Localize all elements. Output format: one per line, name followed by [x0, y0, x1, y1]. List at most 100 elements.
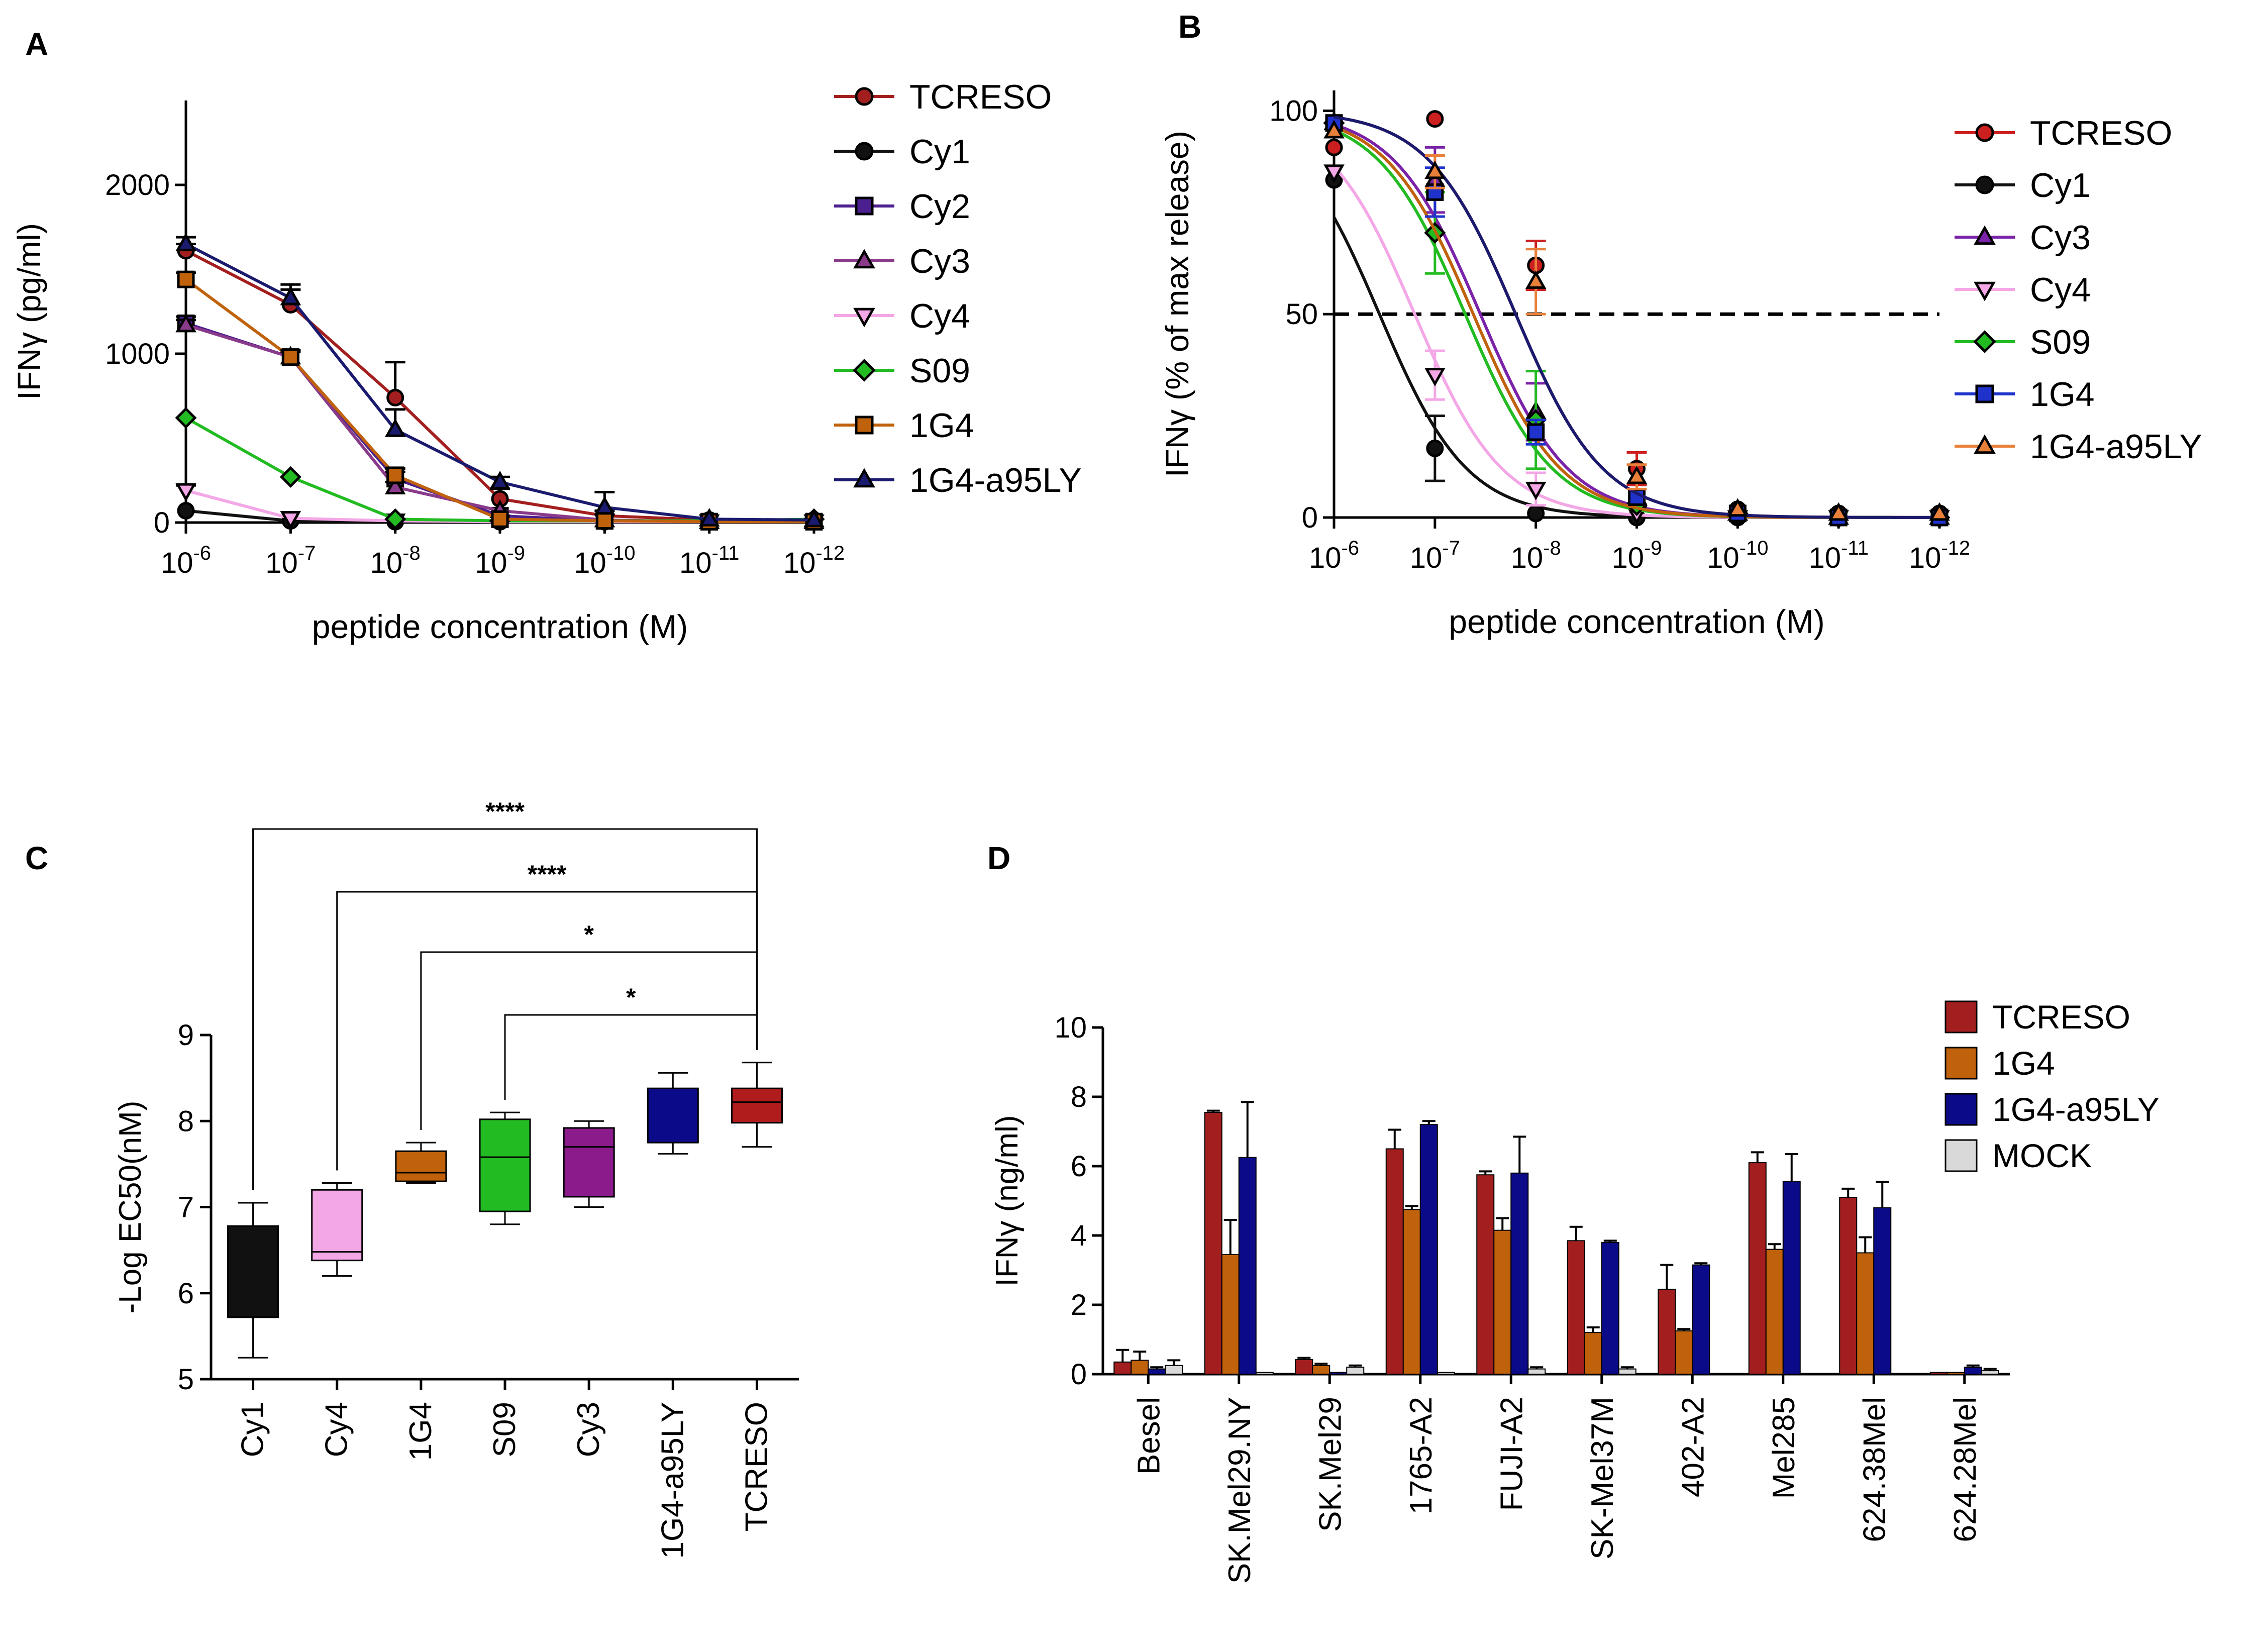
panel-d-legend-label-mock: MOCK: [1992, 1137, 2092, 1174]
panel-c-significance-label: *: [626, 983, 636, 1011]
panel-a-line-chart: 0 1000 2000 10-6 10-7 10-8 10-9 10-10 10-11 10-12…: [11, 78, 1082, 645]
panel-c-x-tick-label: S09: [487, 1402, 522, 1457]
panel-a-point-1g4-a95ly: [594, 496, 616, 515]
panel-d-bar-mock: [1437, 1372, 1455, 1375]
panel-c-box-cy4: [311, 1189, 363, 1262]
panel-a-x-tick-label: 10-9: [475, 542, 525, 579]
panel-d-x-tick-label: 624.28Mel: [1948, 1397, 1983, 1542]
panel-d-legend-label-tcreso: TCRESO: [1992, 998, 2130, 1036]
panel-c-box-cy3: [563, 1127, 615, 1198]
panel-d-bar-tcreso: [1113, 1361, 1132, 1375]
panel-c-x-tick-label: 1G4-a95LY: [655, 1402, 690, 1559]
panel-b-x-tick-label: 10-10: [1707, 537, 1768, 574]
panel-a-point-1g4: [491, 510, 509, 528]
panel-a-legend-marker-1g4: [855, 416, 874, 435]
panel-a-legend-label-cy4: Cy4: [909, 297, 970, 335]
panel-c-box-plot: 5 6 7 8 9 -Log EC50(nM) Cy1 Cy4 1G4 S09 Cy3 1G4-a95…: [113, 797, 799, 1559]
panel-a-x-tick-label: 10-11: [679, 542, 739, 579]
panel-d-y-tick-label: 8: [1071, 1081, 1087, 1113]
panel-a-x-tick-label: 10-12: [783, 542, 845, 579]
panel-b-x-tick-label: 10-6: [1309, 537, 1359, 574]
panel-a-legend-marker-cy4: [853, 307, 875, 328]
panel-d-legend-swatch-1g4-a95ly: [1945, 1093, 1978, 1126]
panel-a-point-cy3: [175, 314, 196, 333]
panel-d-bar-1g4-a95ly: [1601, 1242, 1619, 1375]
panel-a-point-1g4-a95ly: [803, 508, 825, 528]
panel-b-point-1g4-a95ly: [1626, 465, 1648, 484]
panel-a-point-1g4-a95ly: [698, 507, 720, 527]
panel-a-point-1g4-a95ly: [489, 471, 510, 489]
panel-a-legend-label-cy3: Cy3: [909, 242, 970, 280]
panel-d-bar-tcreso: [1839, 1197, 1858, 1375]
panel-d-x-tick-label: SK.Mel29: [1313, 1397, 1348, 1532]
panel-a-legend-marker-tcreso: [855, 87, 874, 106]
panel-b-point-cy4: [1424, 368, 1446, 387]
panel-a-point-cy3: [384, 476, 406, 494]
panel-b-x-tick-label: 10-8: [1511, 537, 1561, 574]
panel-b-legend-label-1g4: 1G4: [2030, 375, 2095, 414]
panel-a-point-1g4: [595, 512, 613, 530]
panel-c-box-cy1: [227, 1225, 279, 1318]
panel-d-y-tick-label: 4: [1071, 1219, 1087, 1252]
panel-b-point-cy4: [1525, 481, 1547, 500]
panel-d-bar-1g4: [1856, 1252, 1875, 1375]
panel-a-legend-label-1g4: 1G4: [909, 406, 974, 445]
panel-d-bar-1g4-a95ly: [1692, 1264, 1710, 1375]
panel-b-x-axis-label: peptide concentration (M): [1449, 603, 1824, 640]
panel-d-x-tick-label: Mel285: [1767, 1397, 1801, 1499]
panel-d-bar-1g4-a95ly: [1419, 1124, 1438, 1375]
panel-c-box-tcreso: [731, 1087, 783, 1124]
panel-c-box-1g4-a95ly: [647, 1087, 699, 1144]
panel-a-legend-label-1g4-a95ly: 1G4-a95LY: [909, 461, 1082, 499]
panel-d-bar-tcreso: [1567, 1240, 1585, 1375]
panel-b-point-1g4-a95ly: [1727, 498, 1749, 517]
panel-a-x-tick-label: 10-7: [265, 542, 316, 579]
panel-b-point-1g4-a95ly: [1424, 160, 1446, 179]
panel-label-c: C: [25, 840, 48, 876]
panel-b-point-1g4-a95ly: [1323, 120, 1345, 139]
panel-d-bar-mock: [1165, 1365, 1183, 1375]
panel-b-legend-marker-1g4: [1975, 384, 1994, 403]
panel-d-bar-1g4-a95ly: [1782, 1181, 1801, 1375]
panel-a-point-tcreso: [386, 388, 404, 406]
panel-c-box-s09: [479, 1118, 531, 1212]
panel-d-x-tick-label: SK.Mel29.NY: [1222, 1397, 1257, 1584]
panel-d-bar-chart: 0 2 4 6 8 10 IFNγ (ng/ml) Besel SK.Mel29.NY SK.Me…: [990, 998, 2160, 1584]
panel-a-legend-label-cy2: Cy2: [909, 187, 970, 226]
panel-a-point-1g4-a95ly: [384, 418, 406, 437]
panel-d-bar-1g4: [1947, 1372, 1965, 1375]
panel-c-x-tick-label: TCRESO: [739, 1402, 774, 1531]
panel-d-bar-tcreso: [1748, 1162, 1767, 1375]
panel-a-legend-label-tcreso: TCRESO: [909, 78, 1052, 116]
panel-c-y-tick-label: 9: [178, 1019, 194, 1052]
panel-d-y-tick-label: 10: [1054, 1011, 1087, 1044]
panel-label-a: A: [25, 26, 48, 62]
panel-d-bar-tcreso: [1385, 1148, 1404, 1375]
panel-d-bar-1g4: [1493, 1229, 1512, 1375]
panel-b-point-cy1: [1527, 504, 1545, 523]
panel-c-significance-label: ****: [485, 797, 525, 825]
panel-a-point-cy1: [177, 501, 195, 520]
panel-d-bar-mock: [1618, 1368, 1636, 1375]
panel-b-point-cy1: [1426, 439, 1444, 457]
panel-a-legend-marker-cy3: [853, 249, 875, 269]
panel-a-point-1g4-a95ly: [175, 233, 196, 252]
panel-a-point-1g4: [281, 348, 299, 366]
panel-d-x-tick-label: 624.38Mel: [1857, 1397, 1892, 1542]
panel-a-y-tick-label: 1000: [105, 338, 170, 370]
panel-d-y-tick-label: 0: [1071, 1358, 1087, 1391]
panel-d-legend-swatch-mock: [1945, 1139, 1978, 1172]
panel-a-y-tick-label: 0: [154, 506, 170, 539]
panel-b-x-tick-label: 10-12: [1909, 537, 1970, 574]
panel-c-y-tick-label: 8: [178, 1105, 194, 1138]
panel-a-x-axis-label: peptide concentration (M): [312, 608, 688, 645]
panel-a-point-s09: [175, 407, 197, 429]
panel-a-y-axis-label: IFNγ (pg/ml): [11, 223, 47, 400]
panel-c-y-tick-label: 6: [178, 1277, 194, 1310]
panel-a-x-tick-label: 10-8: [370, 542, 421, 579]
panel-d-x-tick-label: 402-A2: [1676, 1397, 1710, 1497]
panel-d-bar-1g4-a95ly: [1329, 1372, 1348, 1375]
panel-a-point-1g4: [177, 270, 195, 288]
panel-d-legend-swatch-1g4: [1945, 1047, 1978, 1080]
panel-a-point-s09: [279, 466, 301, 488]
